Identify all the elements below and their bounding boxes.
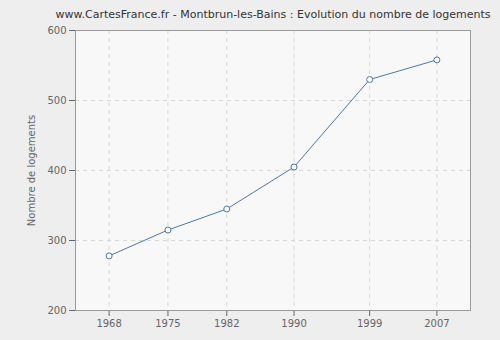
svg-text:www.CartesFrance.fr - Montbrun: www.CartesFrance.fr - Montbrun-les-Bains… [56, 8, 491, 21]
svg-text:600: 600 [47, 25, 66, 36]
svg-text:300: 300 [47, 235, 66, 246]
svg-text:200: 200 [47, 305, 66, 316]
svg-text:1990: 1990 [281, 318, 306, 329]
svg-text:500: 500 [47, 95, 66, 106]
svg-text:2007: 2007 [424, 318, 449, 329]
svg-text:1982: 1982 [214, 318, 239, 329]
svg-text:1999: 1999 [357, 318, 382, 329]
svg-text:Nombre de logements: Nombre de logements [26, 115, 37, 226]
svg-text:1968: 1968 [96, 318, 121, 329]
svg-text:400: 400 [47, 165, 66, 176]
svg-text:1975: 1975 [155, 318, 180, 329]
